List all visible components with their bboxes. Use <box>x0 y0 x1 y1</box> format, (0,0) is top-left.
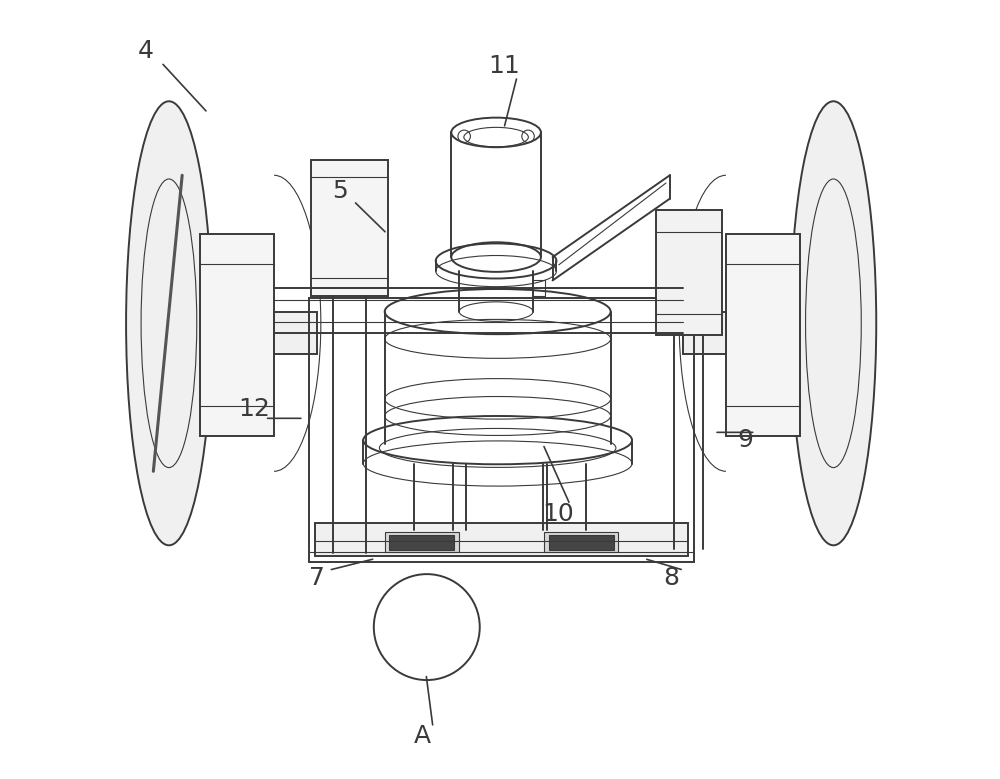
Bar <box>389 535 454 550</box>
Bar <box>656 210 722 335</box>
Text: 10: 10 <box>543 502 574 526</box>
Text: A: A <box>414 724 431 748</box>
Text: 11: 11 <box>488 55 520 78</box>
Bar <box>683 312 726 354</box>
Text: 9: 9 <box>737 428 753 452</box>
Bar <box>385 532 459 552</box>
Bar <box>726 234 800 436</box>
Bar <box>544 532 618 552</box>
Bar <box>274 312 317 354</box>
Bar <box>311 160 388 296</box>
Bar <box>549 535 614 550</box>
Text: 12: 12 <box>239 397 271 421</box>
Bar <box>200 234 274 436</box>
Text: 8: 8 <box>663 566 679 590</box>
Ellipse shape <box>791 101 876 545</box>
Bar <box>309 298 694 562</box>
Text: 5: 5 <box>332 179 348 203</box>
Text: 7: 7 <box>309 566 325 590</box>
Ellipse shape <box>126 101 212 545</box>
Text: 4: 4 <box>138 39 154 62</box>
Bar <box>315 523 688 556</box>
